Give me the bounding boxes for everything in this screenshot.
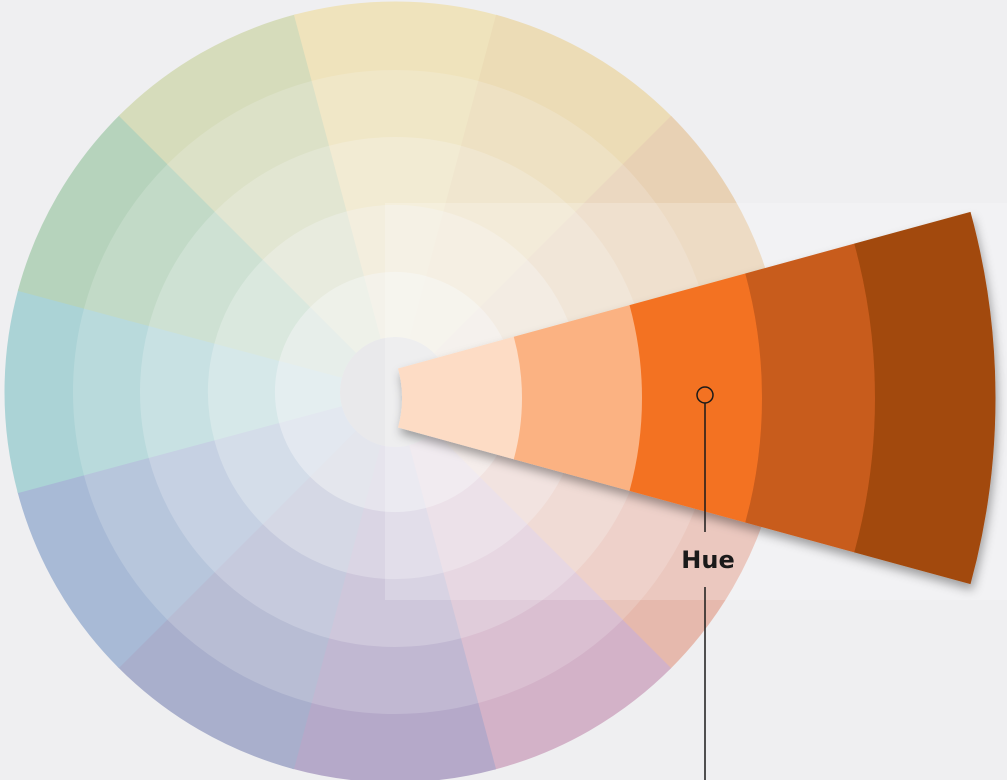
wheel-segment [309, 430, 381, 509]
wheel-segment [309, 275, 382, 354]
wheel-segment [309, 637, 479, 715]
wheel-segment [262, 210, 365, 308]
wheel-segment [4, 288, 85, 494]
wheel-segment [117, 618, 312, 770]
wheel-segment [166, 80, 331, 212]
wheel-segment [327, 572, 462, 648]
wedge-segment [854, 211, 996, 585]
wheel-segment [17, 114, 169, 309]
wheel-segment [409, 275, 481, 354]
wheel-segment [291, 702, 497, 780]
wheel-segment [476, 619, 672, 770]
wheel-segment [363, 445, 427, 513]
wheel-segment [17, 473, 168, 669]
wheel-segment [425, 476, 528, 574]
wheel-segment [311, 69, 481, 147]
wheel-segment [207, 342, 280, 441]
hue-wedge [398, 211, 996, 585]
wheel-segment [278, 405, 357, 478]
wheel-segment [443, 145, 577, 261]
wheel-segment [346, 204, 445, 277]
wheel-segment [459, 572, 624, 704]
wheel-segment [72, 306, 150, 476]
wheel-segment [460, 80, 625, 213]
wheel-segment [83, 162, 216, 327]
wheel-segment [139, 324, 215, 459]
wedge-segment [513, 304, 643, 492]
wheel-segment [363, 271, 427, 339]
wheel-segment [575, 163, 707, 328]
wedge-segment [629, 273, 763, 523]
wedge-segment [745, 243, 876, 553]
hue-label: Hue [681, 546, 734, 574]
wheel-segment [621, 475, 773, 670]
wedge-segment [398, 336, 523, 460]
wheel-segment [213, 422, 311, 525]
wheel-segment [83, 456, 215, 621]
wheel-segment [214, 144, 348, 260]
wheel-segment [622, 115, 773, 311]
wheel-segment [328, 136, 463, 212]
wheel-segment [213, 523, 347, 639]
wheel-segment [213, 258, 311, 361]
wheel-segment [478, 14, 673, 166]
wheel-segment [408, 430, 481, 509]
wheel-segment [147, 439, 263, 573]
wheel-segment [118, 14, 314, 165]
wheel-segment [345, 507, 444, 580]
wheel-segment [293, 1, 499, 82]
wheel-segment [278, 306, 357, 378]
wheel-segment [148, 210, 264, 344]
wheel-segment [261, 476, 364, 574]
wheel-segment [426, 210, 529, 308]
wheel-segment [442, 524, 576, 640]
wheel-segment [274, 360, 342, 424]
wheel-segment [165, 571, 330, 704]
